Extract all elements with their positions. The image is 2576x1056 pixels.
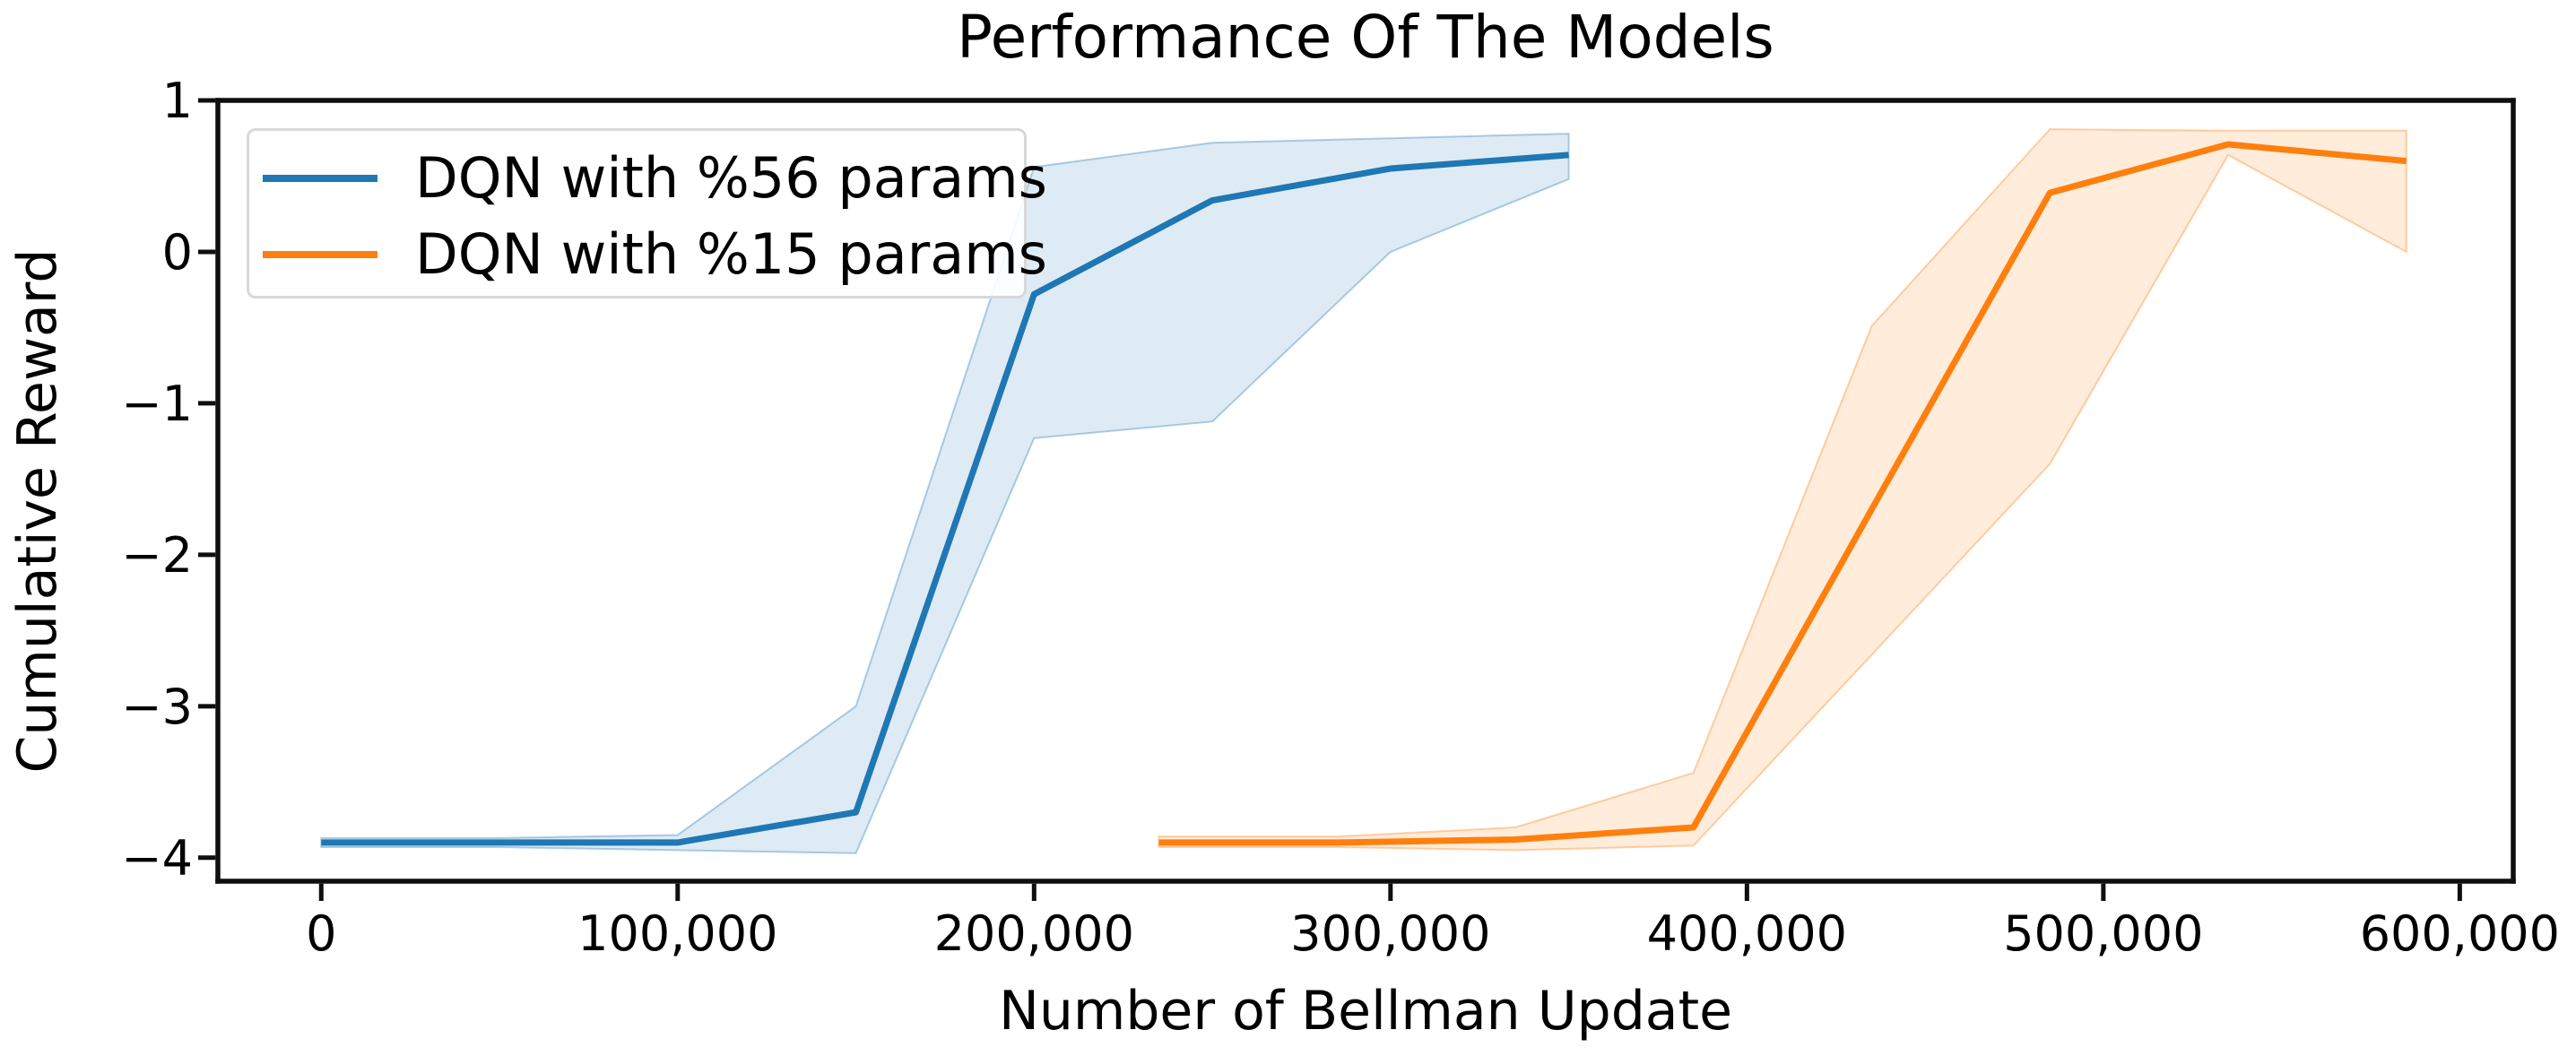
legend-item-label: DQN with %15 params (415, 221, 1047, 287)
y-tick-label: −1 (121, 376, 193, 432)
y-tick-label: −3 (121, 679, 193, 735)
x-tick-label: 100,000 (577, 905, 777, 962)
uncertainty-band (320, 133, 1570, 854)
y-tick-label: 1 (162, 73, 193, 129)
x-axis-label: Number of Bellman Update (998, 980, 1733, 1043)
series-line (321, 151, 1569, 846)
x-tick-label: 400,000 (1647, 905, 1847, 962)
x-tick-label: 600,000 (2360, 905, 2560, 962)
legend-item: DQN with %15 params (263, 216, 1047, 292)
y-axis-label: Cumulative Reward (6, 248, 69, 774)
x-tick-label: 0 (306, 905, 336, 962)
series-line (1158, 141, 2407, 846)
legend-item: DQN with %56 params (263, 140, 1047, 216)
chart-title: Performance Of The Models (957, 3, 1774, 72)
x-tick-label: 500,000 (2003, 905, 2203, 962)
x-tick-label: 300,000 (1290, 905, 1490, 962)
y-tick-label: 0 (162, 224, 193, 281)
uncertainty-band (1158, 128, 2407, 852)
legend-line-swatch-orange (263, 250, 377, 258)
y-tick-label: −2 (121, 527, 193, 584)
y-tick-label: −4 (121, 830, 193, 887)
legend-line-swatch-blue (263, 174, 377, 182)
legend: DQN with %56 params DQN with %15 params (247, 128, 1047, 299)
legend-item-label: DQN with %56 params (415, 145, 1047, 211)
x-tick-label: 200,000 (934, 905, 1134, 962)
